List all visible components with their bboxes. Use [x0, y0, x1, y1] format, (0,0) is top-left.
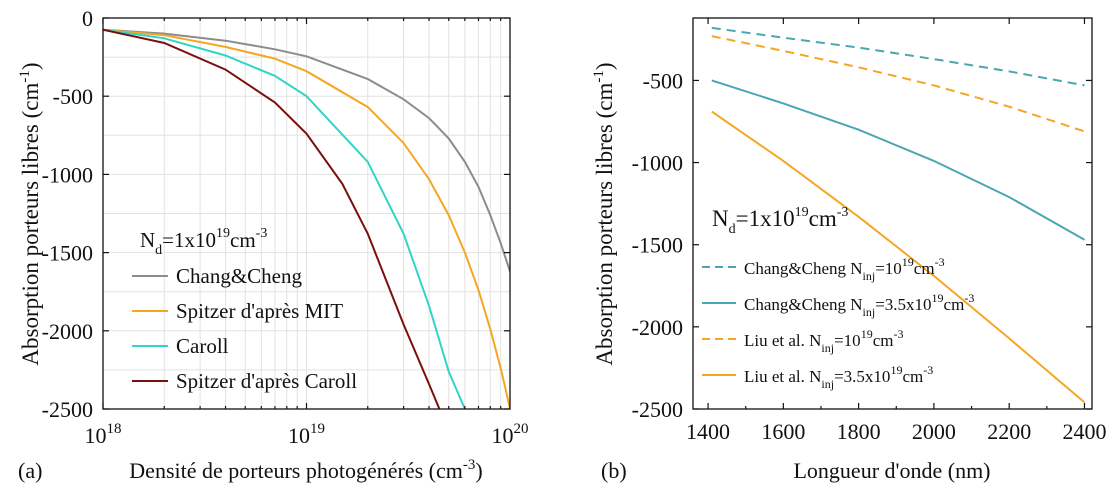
y-tick-label: -2000	[632, 315, 683, 340]
legend-label-3: Caroll	[176, 334, 229, 358]
panel-label: (b)	[601, 458, 627, 483]
series-line-2	[103, 28, 510, 409]
x-tick-label: 1019	[288, 421, 325, 448]
y-tick-label: -2500	[632, 397, 683, 422]
x-tick-label: 1600	[761, 419, 805, 444]
series-line-1	[103, 28, 510, 272]
y-tick-label: -1500	[42, 241, 93, 266]
y-axis-label: Absorption porteurs libres (cm-1)	[17, 62, 43, 365]
plot-frame	[692, 17, 1093, 410]
x-tick-label: 1020	[492, 421, 529, 448]
x-tick-label: 2400	[1062, 419, 1106, 444]
legend-label-2: Chang&Cheng Ninj=3.5x1019cm-3	[744, 291, 974, 319]
x-axis-label: Longueur d'onde (nm)	[793, 458, 990, 483]
y-tick-label: -2000	[42, 319, 93, 344]
series-line-4	[711, 110, 1086, 404]
legend-label-4: Spitzer d'après Caroll	[176, 369, 357, 393]
y-tick-label: 0	[82, 6, 93, 31]
x-tick-label: 1400	[686, 419, 730, 444]
panel-label: (a)	[18, 458, 42, 483]
series-line-3	[711, 35, 1085, 133]
series-group	[103, 28, 510, 409]
y-tick-label: -2500	[42, 397, 93, 422]
y-tick-label: -500	[643, 68, 683, 93]
x-tick-label: 2200	[987, 419, 1031, 444]
x-axis-label: Densité de porteurs photogénérés (cm-3)	[129, 457, 482, 483]
legend-label-3: Liu et al. Ninj=1019cm-3	[744, 327, 903, 355]
series-line-2	[711, 79, 1085, 241]
legend-label-4: Liu et al. Ninj=3.5x1019cm-3	[744, 363, 933, 391]
x-tick-label: 1018	[85, 421, 122, 448]
legend-title: Nd=1x1019cm-3	[712, 205, 848, 237]
legend-label-1: Chang&Cheng Ninj=1019cm-3	[744, 255, 945, 283]
legend: Nd=1x1019cm-3 Chang&Cheng Spitzer d'après …	[132, 226, 357, 393]
legend-label-1: Chang&Cheng	[176, 264, 302, 288]
series-line-3	[103, 28, 466, 409]
series-line-4	[103, 28, 441, 409]
y-tick-label: -1000	[42, 162, 93, 187]
grid	[103, 18, 510, 409]
y-axis-label: Absorption porteurs libres (cm-1)	[591, 62, 617, 365]
series-group	[711, 26, 1086, 404]
ticks	[102, 17, 510, 410]
series-line-1	[711, 26, 1085, 87]
x-tick-label: 1800	[837, 419, 881, 444]
x-tick-label: 2000	[912, 419, 956, 444]
y-tick-label: -1500	[632, 233, 683, 258]
ticks	[693, 18, 1092, 410]
legend: Nd=1x1019cm-3 Chang&Cheng Ninj=1019cm-3 Ch…	[702, 205, 974, 391]
legend-title: Nd=1x1019cm-3	[140, 226, 267, 258]
legend-label-2: Spitzer d'après MIT	[176, 299, 343, 323]
y-tick-label: -1000	[632, 151, 683, 176]
y-tick-label: -500	[53, 84, 93, 109]
